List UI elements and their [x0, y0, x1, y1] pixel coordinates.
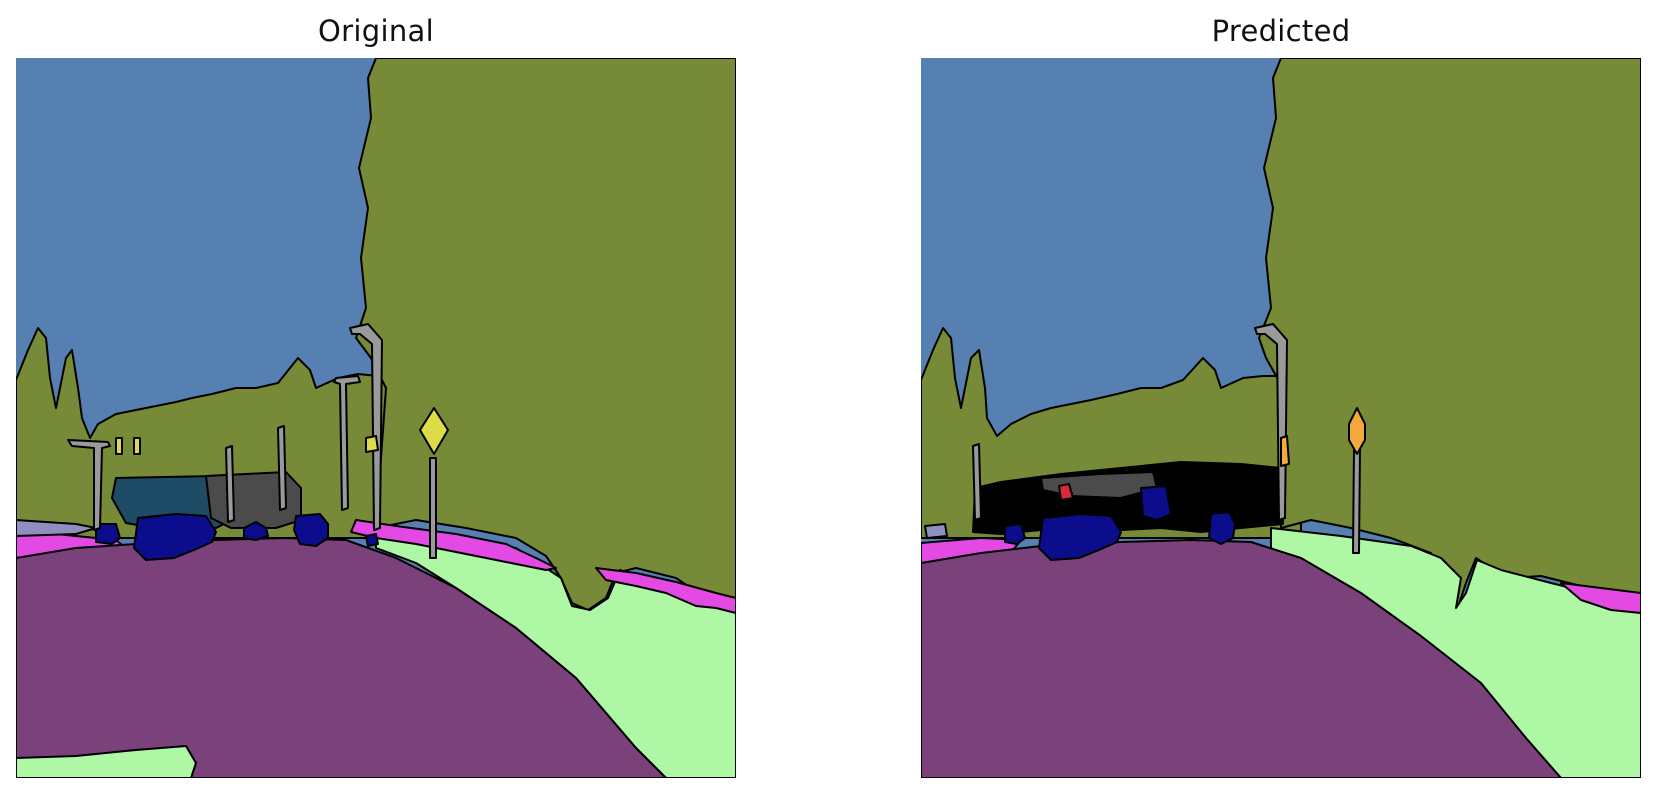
car-region-1 — [133, 513, 217, 561]
pole-region-1 — [972, 443, 982, 521]
traffic-light-region — [115, 435, 379, 455]
terrain-bottom-left-region — [16, 745, 197, 778]
wall-left-region — [924, 523, 948, 539]
vegetation-right-region — [355, 58, 736, 611]
car-region-4 — [293, 513, 329, 547]
car-region-1 — [1038, 513, 1122, 561]
pole-region-6 — [429, 457, 437, 559]
vegetation-left-region — [16, 327, 397, 539]
car-region-5 — [365, 533, 379, 547]
car-region-4 — [1208, 511, 1236, 545]
original-panel: Original — [16, 0, 736, 790]
pole-region-3 — [277, 425, 287, 511]
car-region-3 — [1140, 485, 1172, 521]
sidewalk-right-region — [350, 519, 557, 571]
car-region-2 — [95, 523, 121, 545]
original-title: Original — [318, 14, 434, 48]
pole-region-2 — [1254, 323, 1288, 521]
predicted-segmentation-image — [921, 58, 1641, 778]
predicted-panel: Predicted — [921, 0, 1641, 790]
car-region-2 — [1004, 523, 1026, 545]
original-segmentation-image — [16, 58, 736, 778]
traffic-sign-region — [419, 407, 449, 455]
pole-region-3 — [1352, 447, 1361, 554]
person-region — [1058, 483, 1074, 501]
pole-region-5 — [349, 323, 383, 531]
sidewalk-right-region — [1560, 582, 1641, 614]
traffic-sign-region-1 — [1348, 407, 1366, 455]
sidewalk-far-right-region — [595, 567, 736, 614]
pole-region-4 — [333, 375, 361, 511]
predicted-title: Predicted — [1211, 14, 1351, 48]
pole-region-2 — [225, 445, 235, 523]
wall-left-region — [16, 519, 97, 537]
car-region-3 — [243, 521, 269, 541]
traffic-sign-region-2 — [1280, 435, 1290, 467]
pole-region-1 — [67, 439, 111, 531]
